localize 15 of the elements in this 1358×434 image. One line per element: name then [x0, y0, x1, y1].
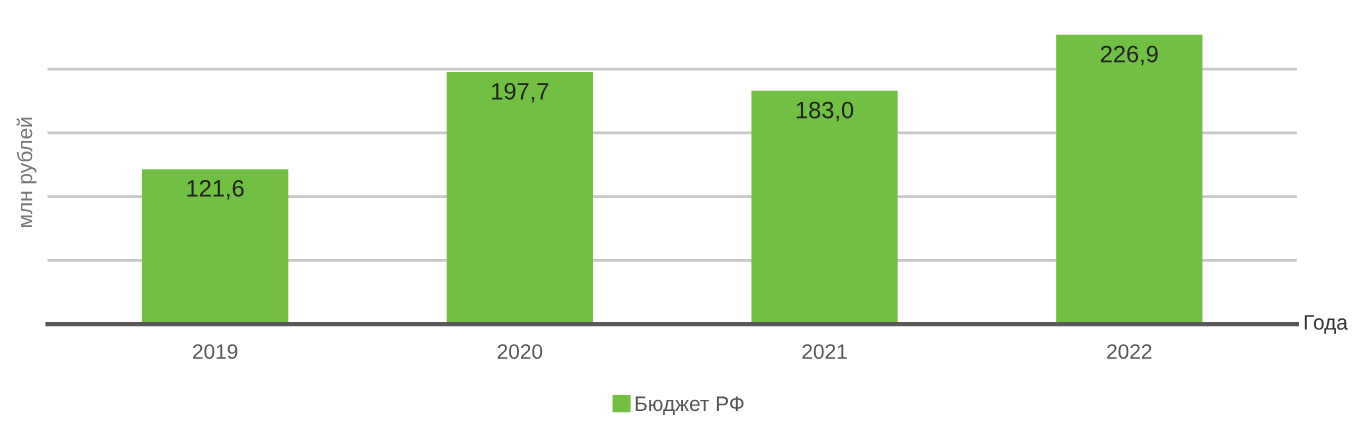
data-label: 183,0	[796, 101, 854, 122]
legend-label: Бюджет РФ	[635, 396, 744, 416]
bar	[446, 72, 593, 325]
data-label: 226,9	[1100, 45, 1158, 66]
bar	[1056, 34, 1203, 325]
bar	[751, 90, 898, 325]
data-label: 197,7	[492, 82, 549, 103]
x-axis-title: Года	[1304, 315, 1348, 334]
x-tick-label: 2022	[1107, 344, 1152, 359]
y-axis-title: млн рублей	[16, 117, 37, 227]
x-tick-label: 2021	[802, 344, 847, 359]
bar	[141, 169, 289, 325]
data-label: 121,6	[187, 179, 244, 200]
x-tick-label: 2019	[193, 344, 238, 359]
x-tick-label: 2020	[497, 344, 543, 359]
